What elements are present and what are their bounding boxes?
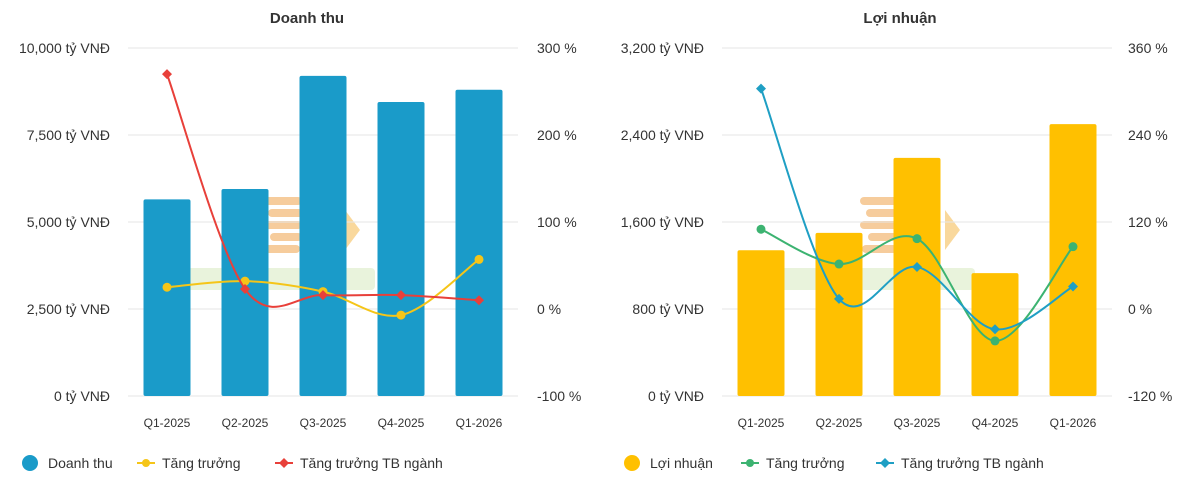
- legend-label: Tăng trưởng TB ngành: [901, 455, 1044, 471]
- legend-label: Tăng trưởng: [766, 455, 844, 471]
- legend-symbol-dot: [746, 459, 754, 467]
- left-axis-tick-label: 0 tỷ VNĐ: [54, 388, 110, 404]
- bar-doanh-thu: [299, 75, 347, 396]
- chart-1: Doanh thu 0 tỷ VNĐ 2,500 tỷ VNĐ 5,000 tỷ VN…: [19, 10, 581, 471]
- x-axis-category-label: Q2-2025: [816, 416, 863, 430]
- legend-item: Lợi nhuận: [624, 455, 713, 471]
- x-axis-category-label: Q2-2025: [222, 416, 269, 430]
- right-axis-tick-label: 0 %: [1128, 301, 1152, 317]
- bar-doanh-thu: [377, 101, 425, 396]
- bar-lợi-nhuận: [1049, 124, 1097, 396]
- series-point-circle: [396, 310, 406, 320]
- bar-lợi-nhuận: [815, 232, 863, 396]
- right-axis-tick-label: 300 %: [537, 40, 577, 56]
- series-point-diamond: [1068, 281, 1078, 292]
- left-axis-tick-label: 10,000 tỷ VNĐ: [19, 40, 110, 56]
- left-axis-tick-label: 0 tỷ VNĐ: [648, 388, 704, 404]
- series-line-2: [760, 88, 1074, 331]
- series-point-circle: [756, 224, 766, 234]
- series-point-circle: [1068, 242, 1078, 252]
- series-point-circle: [912, 234, 922, 244]
- series-point-diamond: [240, 283, 250, 294]
- legend-item: Tăng trưởng TB ngành: [876, 455, 1044, 471]
- legend-label: Doanh thu: [48, 455, 113, 471]
- legend-item: Tăng trưởng: [137, 455, 240, 471]
- bar-lợi-nhuận: [893, 157, 941, 396]
- x-axis-category-label: Q1-2025: [738, 416, 785, 430]
- series-point-diamond: [990, 324, 1000, 335]
- x-axis-category-label: Q1-2026: [1050, 416, 1097, 430]
- x-axis-category-label: Q4-2025: [972, 416, 1019, 430]
- right-axis-tick-label: -100 %: [537, 388, 581, 404]
- right-axis-tick-label: 120 %: [1128, 214, 1168, 230]
- series-point-diamond: [756, 83, 766, 94]
- bar-lợi-nhuận: [971, 273, 1019, 396]
- right-axis-tick-label: -120 %: [1128, 388, 1172, 404]
- series-point-circle: [990, 336, 1000, 346]
- series-point-diamond: [162, 69, 172, 80]
- legend-symbol-circle: [22, 455, 38, 471]
- left-axis-tick-label: 5,000 tỷ VNĐ: [27, 214, 110, 230]
- series-point-circle: [162, 282, 172, 292]
- chart-title: Doanh thu: [270, 10, 344, 27]
- legend-symbol-diamond: [880, 458, 890, 468]
- legend-label: Tăng trưởng: [162, 455, 240, 471]
- series-point-diamond: [474, 295, 484, 306]
- x-axis-category-label: Q1-2025: [144, 416, 191, 430]
- series-point-diamond: [912, 261, 922, 272]
- bar-doanh-thu: [455, 89, 503, 396]
- bar-lợi-nhuận: [737, 250, 785, 396]
- legend-item: Tăng trưởng: [741, 455, 844, 471]
- legend-symbol-dot: [142, 459, 150, 467]
- x-axis-category-label: Q1-2026: [456, 416, 503, 430]
- series-point-diamond: [396, 290, 406, 301]
- right-axis-tick-label: 360 %: [1128, 40, 1168, 56]
- series-point-circle: [474, 254, 484, 264]
- left-axis-tick-label: 1,600 tỷ VNĐ: [621, 214, 704, 230]
- legend-symbol-diamond: [279, 458, 289, 468]
- left-axis-tick-label: 2,500 tỷ VNĐ: [27, 301, 110, 317]
- legend-label: Tăng trưởng TB ngành: [300, 455, 443, 471]
- right-axis-tick-label: 100 %: [537, 214, 577, 230]
- legend-symbol-circle: [624, 455, 640, 471]
- right-axis-tick-label: 240 %: [1128, 127, 1168, 143]
- series-line-2: [166, 73, 480, 308]
- x-axis-category-label: Q3-2025: [300, 416, 347, 430]
- series-point-diamond: [834, 293, 844, 304]
- chart-title: Lợi nhuận: [863, 10, 936, 27]
- series-point-diamond: [318, 290, 328, 301]
- x-axis-category-label: Q3-2025: [894, 416, 941, 430]
- legend-item: Doanh thu: [22, 455, 113, 471]
- left-axis-tick-label: 7,500 tỷ VNĐ: [27, 127, 110, 143]
- series-point-circle: [834, 259, 844, 269]
- legend-label: Lợi nhuận: [650, 455, 713, 471]
- right-axis-tick-label: 200 %: [537, 127, 577, 143]
- left-axis-tick-label: 2,400 tỷ VNĐ: [621, 127, 704, 143]
- legend-item: Tăng trưởng TB ngành: [275, 455, 443, 471]
- series-point-circle: [240, 276, 250, 286]
- right-axis-tick-label: 0 %: [537, 301, 561, 317]
- left-axis-tick-label: 800 tỷ VNĐ: [632, 301, 704, 317]
- x-axis-category-label: Q4-2025: [378, 416, 425, 430]
- chart-2: Lợi nhuận 0 tỷ VNĐ 800 tỷ VNĐ 1,600 tỷ VNĐ 2…: [621, 10, 1172, 471]
- left-axis-tick-label: 3,200 tỷ VNĐ: [621, 40, 704, 56]
- bar-doanh-thu: [143, 199, 191, 396]
